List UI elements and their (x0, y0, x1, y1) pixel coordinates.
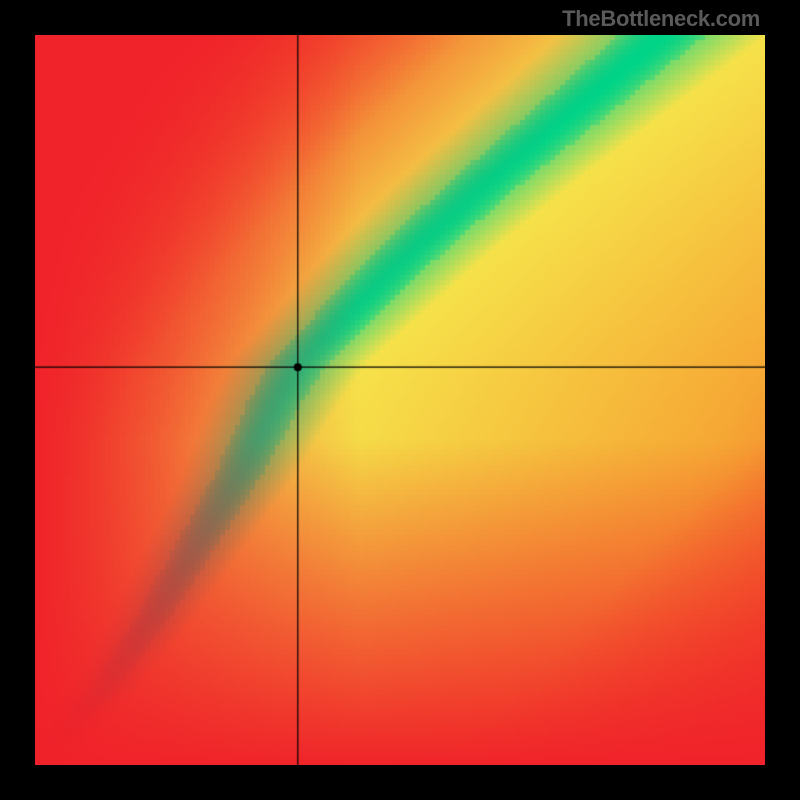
heatmap-plot (35, 35, 765, 765)
watermark-text: TheBottleneck.com (562, 6, 760, 32)
heatmap-canvas (35, 35, 765, 765)
